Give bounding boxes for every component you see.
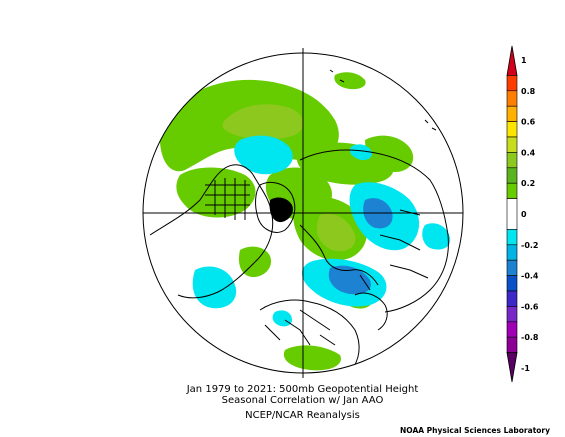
- colorbar-bin: [506, 105, 518, 122]
- east-asia-green: [365, 135, 414, 172]
- map-title-line2: Seasonal Correlation w/ Jan AAO: [221, 395, 384, 406]
- eurasia-coast: [299, 149, 449, 313]
- africa-borders: [264, 309, 336, 346]
- atlantic-cyan: [192, 266, 237, 309]
- map-boundary: [142, 52, 464, 374]
- colorbar-tick-label: 0.8: [521, 87, 536, 96]
- colorbar-tick-label: 0.6: [521, 118, 536, 127]
- colorbar-bin: [506, 182, 518, 199]
- colorbar-bin: [506, 306, 518, 323]
- colorbar-bin: [506, 90, 518, 107]
- colorbar-bin: [506, 275, 518, 292]
- coastlines: [149, 69, 449, 373]
- colorbar-tick-label: -0.4: [521, 272, 539, 281]
- map-title-line3: NCEP/NCAR Reanalysis: [245, 410, 360, 421]
- colorbar-bin: [506, 121, 518, 138]
- colorbar-tick-label: 0.4: [521, 148, 536, 157]
- colorbar-tick-label: 0: [521, 210, 527, 219]
- asia-interior-borders: [359, 209, 429, 291]
- colorbar-bin: [506, 290, 518, 307]
- arctic-small-cyan: [349, 144, 372, 161]
- europe-inner: [316, 213, 356, 252]
- colorbar-bin: [506, 352, 518, 383]
- map-title-line1: Jan 1979 to 2021: 500mb Geopotential Hei…: [186, 384, 419, 395]
- colorbar-tick-label: -0.8: [521, 333, 539, 342]
- china-cyan: [422, 223, 451, 250]
- colorbar-bin: [506, 244, 518, 261]
- pacific-small-green: [334, 72, 366, 90]
- colorbar-tick-label: 1: [521, 56, 527, 65]
- colorbar-bin: [506, 167, 518, 184]
- north-pacific-inner: [222, 104, 304, 140]
- negative-anomaly-regions: [192, 135, 451, 327]
- greenland-coast: [255, 182, 296, 233]
- pacific-islands: [329, 69, 437, 131]
- africa-coast: [259, 299, 360, 373]
- colorbar-bin: [506, 259, 518, 276]
- credit-label: NOAA Physical Sciences Laboratory: [400, 426, 551, 435]
- north-america-coast: [149, 164, 274, 299]
- arctic-cyan: [234, 135, 293, 175]
- africa-cyan: [272, 310, 292, 327]
- colorbar-bin: [506, 198, 518, 230]
- mediterranean-blue: [328, 265, 371, 295]
- europe-coast: [299, 224, 379, 286]
- usa-canada-grid: [205, 178, 250, 220]
- colorbar-tick-label: -1: [521, 364, 530, 373]
- colorbar-bin: [506, 75, 518, 92]
- polar-grid: [142, 48, 464, 378]
- colorbar-bin: [506, 152, 518, 169]
- colorbar-bin: [506, 321, 518, 338]
- colorbar-tick-label: -0.2: [521, 241, 539, 250]
- arabia-coast: [354, 292, 388, 331]
- colorbar-bin: [506, 336, 518, 353]
- colorbar-bin: [506, 45, 518, 76]
- colorbar-tick-label: 0.2: [521, 179, 535, 188]
- colorbar-tick-label: -0.6: [521, 302, 539, 311]
- positive-anomaly-regions: [159, 72, 414, 371]
- colorbar-bin: [506, 229, 518, 246]
- colorbar: 1 0.8 0.6 0.4 0.2 0 -0.2 -0.4 -0.6 -0.8 -1: [506, 45, 539, 383]
- arctic-archipelago: [269, 197, 293, 223]
- africa-green: [283, 345, 341, 371]
- colorbar-bin: [506, 136, 518, 153]
